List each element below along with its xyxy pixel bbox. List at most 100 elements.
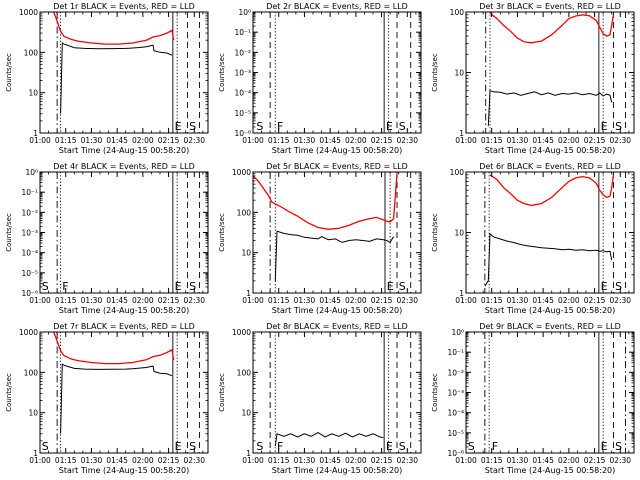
y-tick-label: 10⁰ [238, 8, 251, 17]
x-tick-label: 01:45 [106, 136, 128, 145]
y-tick-label: 1000 [232, 168, 251, 177]
x-tick-label: 01:00 [242, 136, 264, 145]
y-axis-label: Counts/sec [218, 53, 226, 92]
x-tick-label: 01:00 [29, 456, 51, 465]
chart-panel-1: Det 1r BLACK = Events, RED = LLD E S 1 10 100… [5, 2, 209, 155]
y-tick-label: 10⁻³ [21, 229, 38, 238]
y-tick-label: 1000 [19, 8, 38, 17]
x-tick-label: 01:15 [481, 296, 503, 305]
plot-frame [39, 331, 209, 454]
event-marker-label: E [175, 280, 182, 293]
x-tick-label: 02:00 [345, 456, 367, 465]
x-axis-label: Start Time (24-Aug-15 00:58:20) [485, 146, 616, 155]
x-tick-label: 01:15 [268, 136, 290, 145]
x-axis-label: Start Time (24-Aug-15 00:58:20) [272, 306, 403, 315]
plot-frame [252, 11, 422, 134]
x-tick-label: 01:30 [507, 456, 529, 465]
x-tick-label: 02:30 [183, 296, 205, 305]
y-axis-label: Counts/sec [5, 53, 13, 92]
chart-panel-3: Det 3r BLACK = Events, RED = LLD E S 1 10 100… [431, 2, 635, 155]
x-tick-label: 01:30 [81, 136, 103, 145]
x-tick-label: 01:45 [532, 456, 554, 465]
y-tick-label: 10⁻¹ [447, 348, 464, 357]
x-tick-label: 01:30 [81, 456, 103, 465]
x-tick-label: 01:45 [106, 456, 128, 465]
y-tick-label: 1000 [232, 328, 251, 337]
x-axis-label: Start Time (24-Aug-15 00:58:20) [59, 466, 190, 475]
plot-frame [465, 171, 635, 294]
x-tick-label: 01:45 [319, 296, 341, 305]
y-tick-label: 1 [33, 129, 38, 138]
y-tick-label: 10⁻³ [234, 69, 251, 78]
y-tick-label: 10⁻² [447, 368, 464, 377]
x-tick-label: 02:15 [158, 136, 180, 145]
event-marker-label: E [601, 120, 608, 133]
y-tick-label: 10 [454, 229, 464, 238]
y-tick-label: 100 [450, 8, 465, 17]
series-lld-line [253, 173, 398, 230]
event-marker-label: S [399, 120, 406, 133]
y-tick-label: 10 [241, 409, 251, 418]
chart-panel-6: Det 6r BLACK = Events, RED = LLD E S 1 10 100… [431, 162, 635, 315]
x-tick-label: 01:00 [455, 136, 477, 145]
y-tick-label: 10⁻⁵ [234, 109, 251, 118]
x-tick-label: 01:45 [106, 296, 128, 305]
x-tick-label: 02:15 [371, 136, 393, 145]
y-axis-label: Counts/sec [218, 373, 226, 412]
y-tick-label: 10 [28, 409, 38, 418]
x-tick-label: 01:15 [55, 456, 77, 465]
event-marker-label: S [42, 440, 49, 453]
y-tick-label: 100 [237, 368, 252, 377]
event-marker-label: E [386, 120, 393, 133]
event-marker-label: F [62, 280, 68, 293]
series-events-line [60, 363, 173, 434]
x-tick-label: 01:30 [294, 456, 316, 465]
x-tick-label: 02:30 [609, 456, 631, 465]
event-marker-label: S [189, 120, 196, 133]
x-tick-label: 02:30 [183, 136, 205, 145]
series-lld-line [489, 174, 615, 207]
y-tick-label: 10⁻⁵ [447, 429, 464, 438]
x-axis-label: Start Time (24-Aug-15 00:58:20) [272, 466, 403, 475]
series-events-line [484, 232, 613, 287]
x-tick-label: 02:00 [558, 296, 580, 305]
y-tick-label: 10⁻⁶ [21, 289, 38, 298]
event-marker-label: S [615, 120, 622, 133]
chart-title: Det 1r BLACK = Events, RED = LLD [53, 2, 195, 11]
x-axis-label: Start Time (24-Aug-15 00:58:20) [272, 146, 403, 155]
x-axis-label: Start Time (24-Aug-15 00:58:20) [485, 306, 616, 315]
x-tick-label: 01:00 [455, 456, 477, 465]
series-events-line [487, 90, 613, 127]
event-marker-label: E [175, 120, 182, 133]
y-tick-label: 10⁻⁵ [21, 269, 38, 278]
x-tick-label: 02:15 [158, 296, 180, 305]
event-marker-label: S [42, 280, 49, 293]
plot-frame [252, 171, 422, 294]
x-tick-label: 01:45 [532, 296, 554, 305]
chart-title: Det 8r BLACK = Events, RED = LLD [266, 322, 408, 331]
x-tick-label: 01:00 [29, 296, 51, 305]
x-tick-label: 01:45 [319, 456, 341, 465]
chart-title: Det 5r BLACK = Events, RED = LLD [266, 162, 408, 171]
x-tick-label: 02:15 [584, 296, 606, 305]
x-tick-label: 02:15 [158, 456, 180, 465]
x-tick-label: 01:45 [319, 136, 341, 145]
y-tick-label: 1 [246, 449, 251, 458]
chart-title: Det 9r BLACK = Events, RED = LLD [479, 322, 621, 331]
x-tick-label: 02:30 [609, 296, 631, 305]
chart-title: Det 2r BLACK = Events, RED = LLD [266, 2, 408, 11]
y-tick-label: 10⁻² [21, 208, 38, 217]
plot-frame [465, 11, 635, 134]
y-axis-label: Counts/sec [5, 213, 13, 252]
y-tick-label: 10⁻³ [447, 389, 464, 398]
y-axis-label: Counts/sec [431, 373, 439, 412]
plot-frame [39, 11, 209, 134]
series-lld-line [53, 332, 175, 365]
x-tick-label: 02:00 [132, 296, 154, 305]
x-tick-label: 02:15 [584, 136, 606, 145]
